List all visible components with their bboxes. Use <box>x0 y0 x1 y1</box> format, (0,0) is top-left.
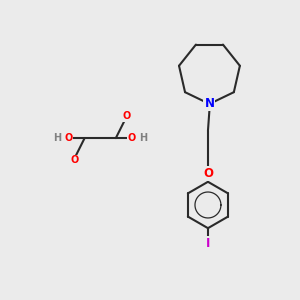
Text: H: H <box>53 133 61 143</box>
Text: O: O <box>122 111 130 121</box>
Text: I: I <box>206 237 210 250</box>
Text: O: O <box>203 167 213 180</box>
Text: O: O <box>128 133 136 143</box>
Text: H: H <box>139 133 147 143</box>
Text: O: O <box>70 155 78 165</box>
Text: N: N <box>204 98 214 110</box>
Text: O: O <box>64 133 73 143</box>
